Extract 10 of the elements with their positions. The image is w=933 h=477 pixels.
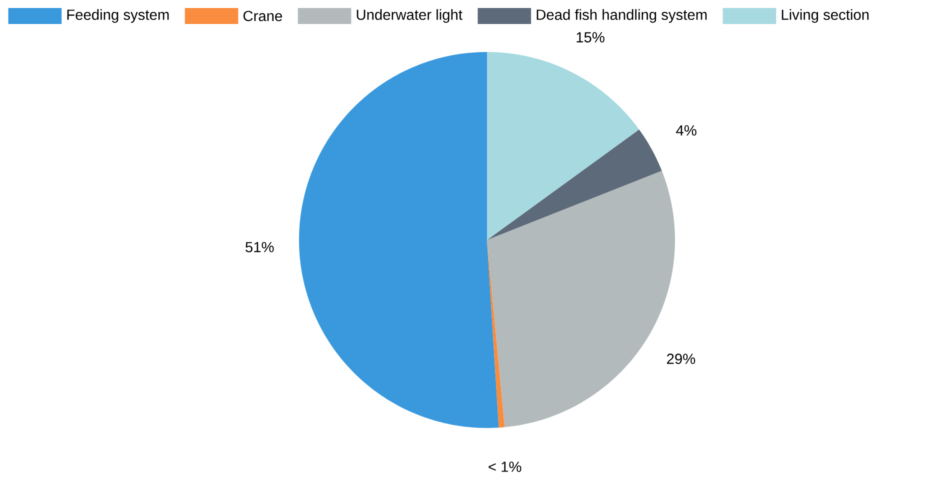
legend-label: Underwater light [356, 9, 462, 23]
data-label: 15% [576, 32, 604, 43]
legend-label: Crane [243, 10, 282, 22]
data-label: 51% [246, 242, 274, 252]
data-label: 4% [676, 125, 696, 136]
legend-label: Feeding system [67, 9, 169, 23]
legend-label: Living section [782, 9, 869, 23]
legend-label: Dead fish handling system [536, 9, 707, 23]
data-label: 29% [667, 354, 696, 364]
data-label: < 1% [488, 462, 522, 472]
